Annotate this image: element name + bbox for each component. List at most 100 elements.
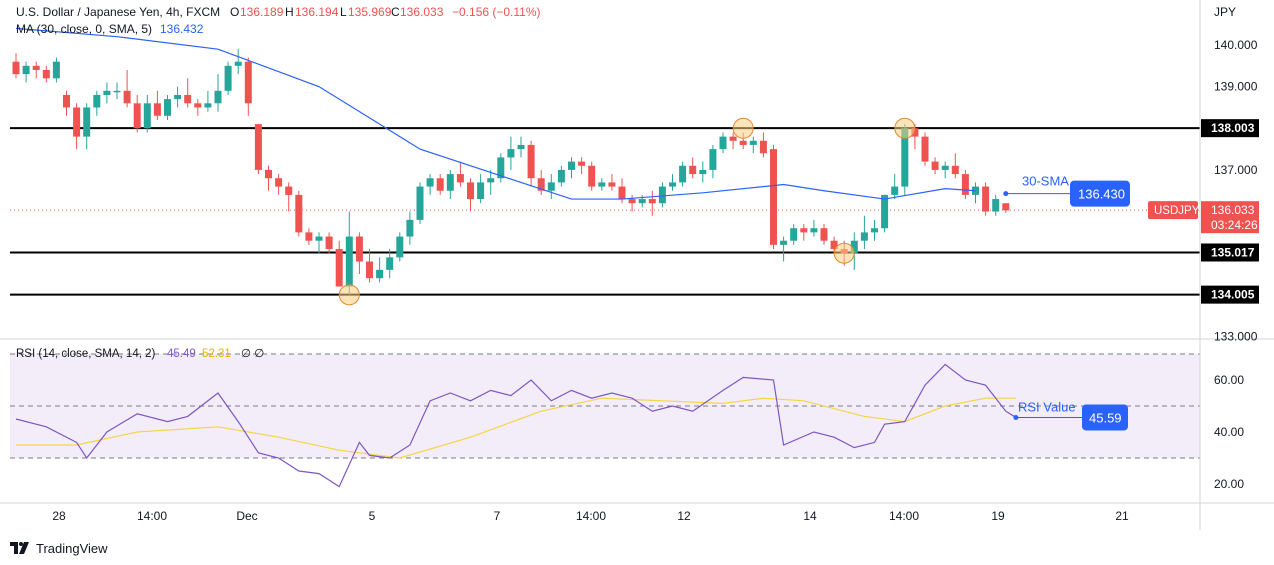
candle-body: [153, 103, 161, 116]
candle-body: [598, 182, 606, 187]
candle-body: [234, 61, 242, 66]
candle-body: [487, 178, 495, 183]
candle-body: [628, 199, 636, 204]
time-tick-label: 14:00: [137, 509, 167, 523]
candle-body: [881, 194, 889, 229]
candle-body: [648, 199, 656, 204]
tradingview-footer[interactable]: TradingView: [10, 538, 108, 558]
candle-body: [406, 219, 414, 237]
close-label: C: [391, 5, 400, 19]
candle-body: [860, 232, 868, 241]
candle-body: [537, 178, 545, 191]
level-price-tag: [1201, 119, 1259, 138]
rsi-tick-label: 60.00: [1214, 373, 1244, 387]
candle-body: [830, 240, 838, 250]
price-tick-label: 139.000: [1214, 80, 1258, 94]
high-label: H: [285, 5, 294, 19]
candle-body: [446, 174, 454, 191]
candle-body: [83, 107, 91, 137]
touch-marker: [732, 117, 754, 139]
candle-body: [911, 128, 919, 137]
ma-legend-label[interactable]: MA (30, close, 0, SMA, 5): [16, 22, 152, 36]
candle-body: [871, 228, 878, 233]
price-pane[interactable]: 30-SMA 136.430: [10, 27, 1200, 306]
candle-body: [679, 165, 687, 183]
tradingview-logo-icon: [10, 542, 29, 554]
symbol-tag: [1148, 201, 1198, 220]
candle-body: [93, 94, 101, 108]
candle-body: [891, 186, 899, 195]
candle-body: [467, 182, 474, 200]
candle-body: [426, 178, 434, 187]
time-tick-label: 7: [494, 509, 501, 523]
time-tick-label: 14: [803, 509, 817, 523]
candle-body: [376, 269, 384, 279]
touch-marker: [894, 117, 916, 139]
candle-body: [850, 240, 858, 254]
time-tick-label: 12: [677, 509, 691, 523]
axes: 133.000 137.000 139.000 140.000 20.00 40.00 60…: [0, 0, 1274, 530]
last-price-tag: [1201, 201, 1259, 234]
last-price-value: 136.033: [1211, 203, 1255, 217]
candle-body: [244, 61, 252, 104]
candle-body: [133, 103, 141, 129]
currency-label: JPY: [1214, 5, 1236, 19]
candle-body: [285, 186, 293, 195]
high-value: 136.194: [295, 5, 339, 19]
price-tick-label: 133.000: [1214, 329, 1258, 343]
price-tick-label: 137.000: [1214, 163, 1258, 177]
change-value: −0.156 (−0.11%): [452, 5, 541, 19]
countdown-value: 03:24:26: [1211, 218, 1258, 232]
level-price-label: 135.017: [1211, 245, 1255, 259]
symbol-title[interactable]: U.S. Dollar / Japanese Yen, 4h, FXCM: [16, 5, 220, 19]
candle-body: [204, 103, 212, 108]
rsi-line: [15, 363, 1017, 488]
candle-body: [729, 136, 737, 141]
candle-body: [325, 236, 333, 250]
candle-body: [810, 228, 818, 233]
candle-body: [63, 94, 70, 108]
candle-body: [123, 90, 131, 104]
candle-body: [931, 161, 939, 170]
candle-body: [103, 90, 111, 95]
candle-body: [436, 178, 444, 191]
candle-body: [790, 228, 798, 241]
rsi-legend-value: 45.49: [167, 348, 196, 360]
candle-body: [315, 236, 323, 241]
rsi-legend-label[interactable]: RSI (14, close, SMA, 14, 2): [16, 348, 156, 360]
ma-legend-value: 136.432: [160, 22, 204, 36]
candle-body: [820, 228, 828, 241]
symbol-tag-label: USDJPY: [1154, 205, 1200, 217]
candle-body: [386, 257, 394, 270]
candle-body: [699, 169, 707, 175]
candle-body: [709, 149, 717, 170]
candle-body: [275, 178, 283, 187]
candle-body: [345, 236, 353, 287]
candle-body: [658, 186, 666, 204]
candle-body: [961, 174, 969, 195]
time-tick-label: Dec: [236, 509, 257, 523]
candle-body: [224, 65, 232, 91]
candle-body: [770, 149, 777, 245]
rsi-pane[interactable]: RSI Value 45.59: [10, 353, 1200, 488]
low-label: L: [340, 5, 347, 19]
candle-body: [901, 128, 909, 187]
brand-label: TradingView: [36, 540, 108, 556]
rsi-legend-extra: ∅ ∅: [241, 348, 264, 360]
touch-marker: [338, 284, 360, 306]
price-tick-label: 140.000: [1214, 38, 1258, 52]
touch-marker: [833, 242, 855, 264]
candle-body: [194, 103, 202, 108]
candle-body: [52, 61, 60, 79]
rsi-callout-badge: [1082, 404, 1128, 431]
candle-body: [527, 144, 535, 179]
candle-body: [305, 232, 313, 241]
candle-body: [759, 140, 767, 154]
candle-body: [113, 90, 121, 93]
ma-callout-dot: [1003, 191, 1009, 197]
level-price-tag: [1201, 243, 1259, 262]
rsi-tick-label: 40.00: [1214, 425, 1244, 439]
candle-body: [800, 228, 808, 233]
